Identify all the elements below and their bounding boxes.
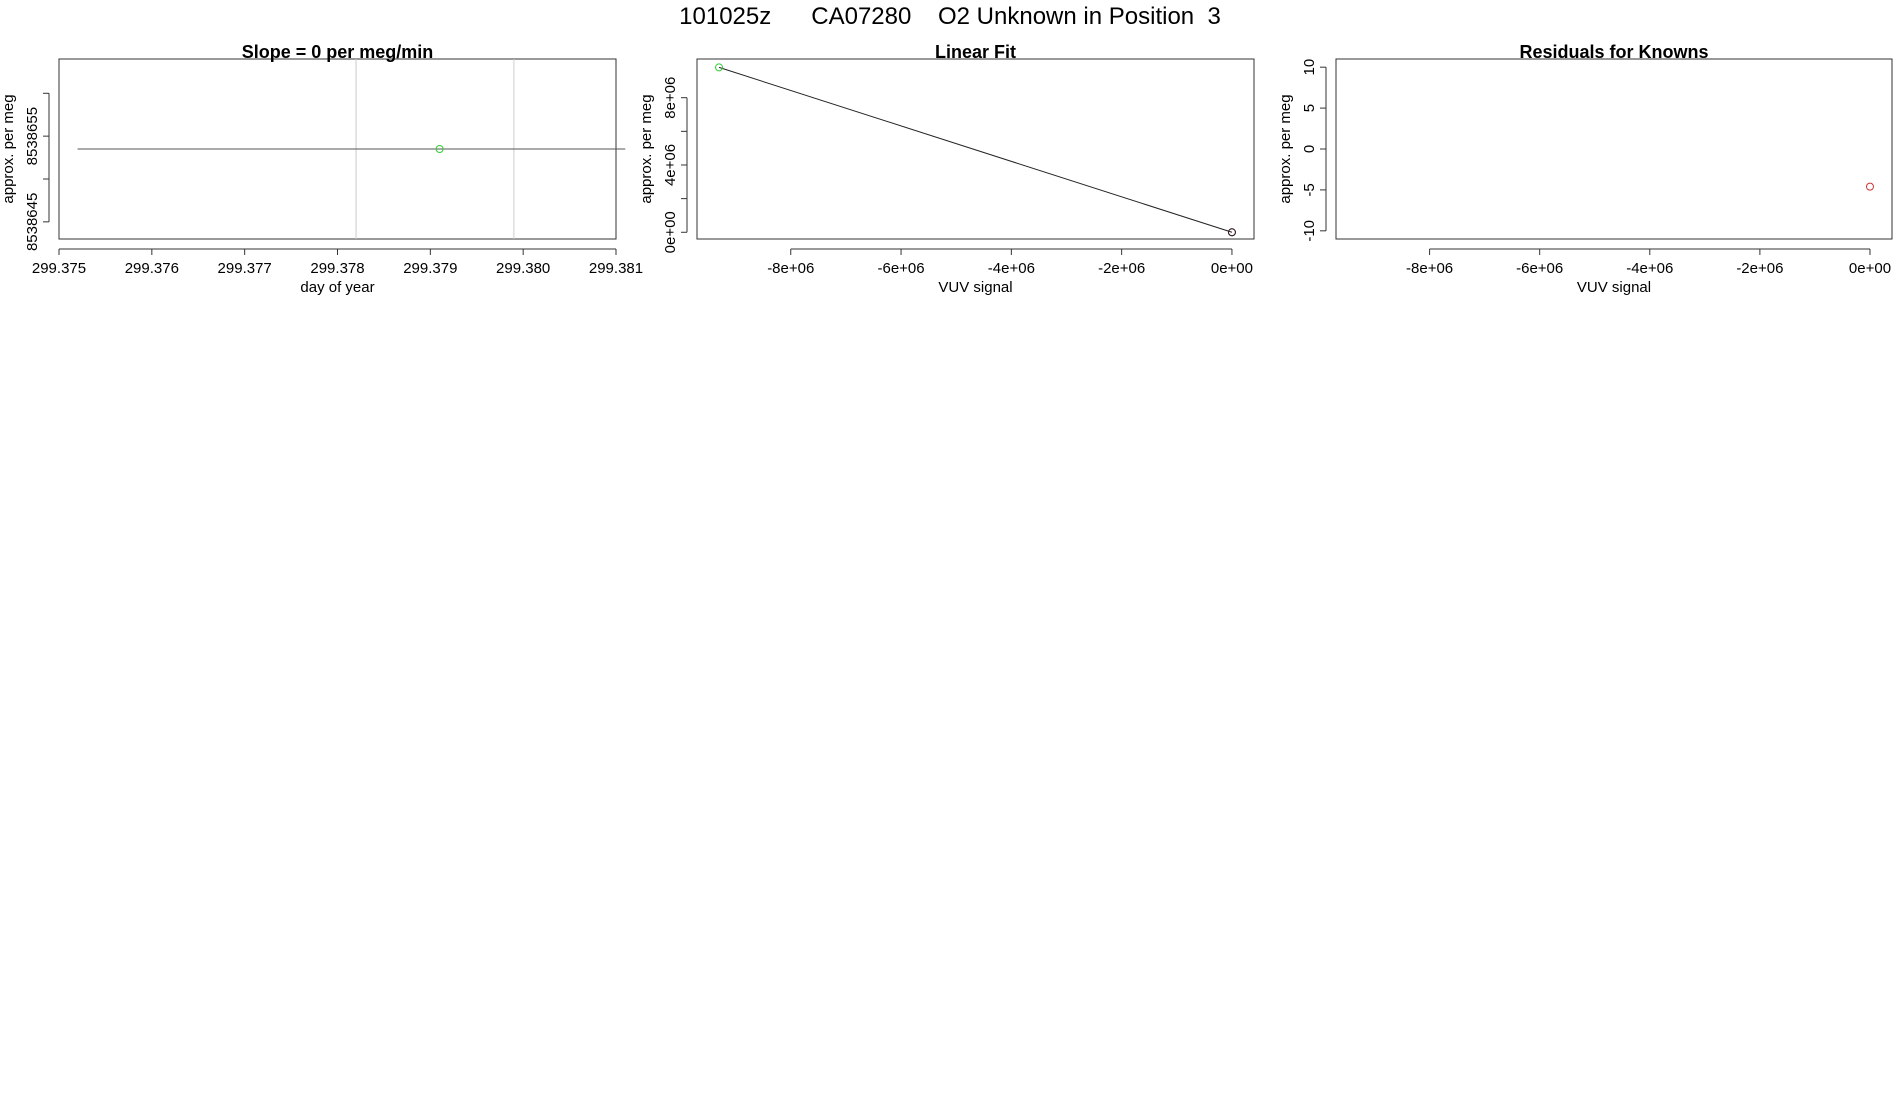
y-tick-label: 0e+00 xyxy=(662,211,679,253)
y-axis-label: approx. per meg xyxy=(638,94,655,203)
x-axis-label: VUV signal xyxy=(1577,279,1651,296)
y-tick-label: -10 xyxy=(1301,220,1318,242)
y-tick-label: 10 xyxy=(1301,59,1318,76)
x-tick-label: -6e+06 xyxy=(1516,260,1563,277)
data-point xyxy=(435,145,444,153)
x-tick-label: 299.375 xyxy=(32,260,86,277)
panel-title: Linear Fit xyxy=(935,42,1016,62)
y-tick-label: 8538645 xyxy=(24,193,41,251)
data-point xyxy=(1865,182,1874,191)
x-tick-label: 299.381 xyxy=(589,260,643,277)
y-tick-label: 8538655 xyxy=(24,107,41,165)
x-tick-label: 299.378 xyxy=(310,260,364,277)
x-axis-label: VUV signal xyxy=(938,279,1012,296)
x-tick-label: 299.377 xyxy=(218,260,272,277)
y-tick-label: -5 xyxy=(1301,183,1318,196)
y-tick-label: 8e+06 xyxy=(662,77,679,119)
figure-title: 101025z CA07280 O2 Unknown in Position 3 xyxy=(679,3,1221,30)
data-point xyxy=(715,63,724,72)
panel-title: Slope = 0 per meg/min xyxy=(242,42,434,62)
x-tick-label: 299.379 xyxy=(403,260,457,277)
x-tick-label: -4e+06 xyxy=(988,260,1035,277)
x-tick-label: -8e+06 xyxy=(767,260,814,277)
x-tick-label: 0e+00 xyxy=(1849,260,1891,277)
y-tick-label: 5 xyxy=(1301,104,1318,112)
panel-time-series: 299.375 299.376 299.377 299.378 299.379 299.3… xyxy=(0,42,643,296)
x-tick-label: 0e+00 xyxy=(1211,260,1253,277)
plot-frame xyxy=(1335,58,1893,240)
y-axis-label: approx. per meg xyxy=(1277,94,1294,203)
plot-frame xyxy=(696,58,1255,240)
y-tick-label: 4e+06 xyxy=(662,144,679,186)
x-axis-label: day of year xyxy=(300,279,374,296)
panel-residuals: -8e+06 -6e+06 -4e+06 -2e+06 0e+00 -10 -5 0 5 10 Re… xyxy=(1277,42,1893,296)
x-tick-label: 299.376 xyxy=(125,260,179,277)
x-tick-label: -2e+06 xyxy=(1736,260,1783,277)
series-line xyxy=(718,66,1233,233)
x-tick-label: -6e+06 xyxy=(877,260,924,277)
x-tick-label: -4e+06 xyxy=(1626,260,1673,277)
panel-linear-fit: -8e+06 -6e+06 -4e+06 -2e+06 0e+00 0e+00 4e+06 8… xyxy=(638,42,1255,296)
panel-title: Residuals for Knowns xyxy=(1519,42,1708,62)
x-tick-label: -2e+06 xyxy=(1098,260,1145,277)
x-tick-label: -8e+06 xyxy=(1406,260,1453,277)
x-tick-label: 299.380 xyxy=(496,260,550,277)
data-point xyxy=(1227,228,1236,237)
y-tick-label: 0 xyxy=(1301,145,1318,153)
y-axis-label: approx. per meg xyxy=(0,94,17,203)
